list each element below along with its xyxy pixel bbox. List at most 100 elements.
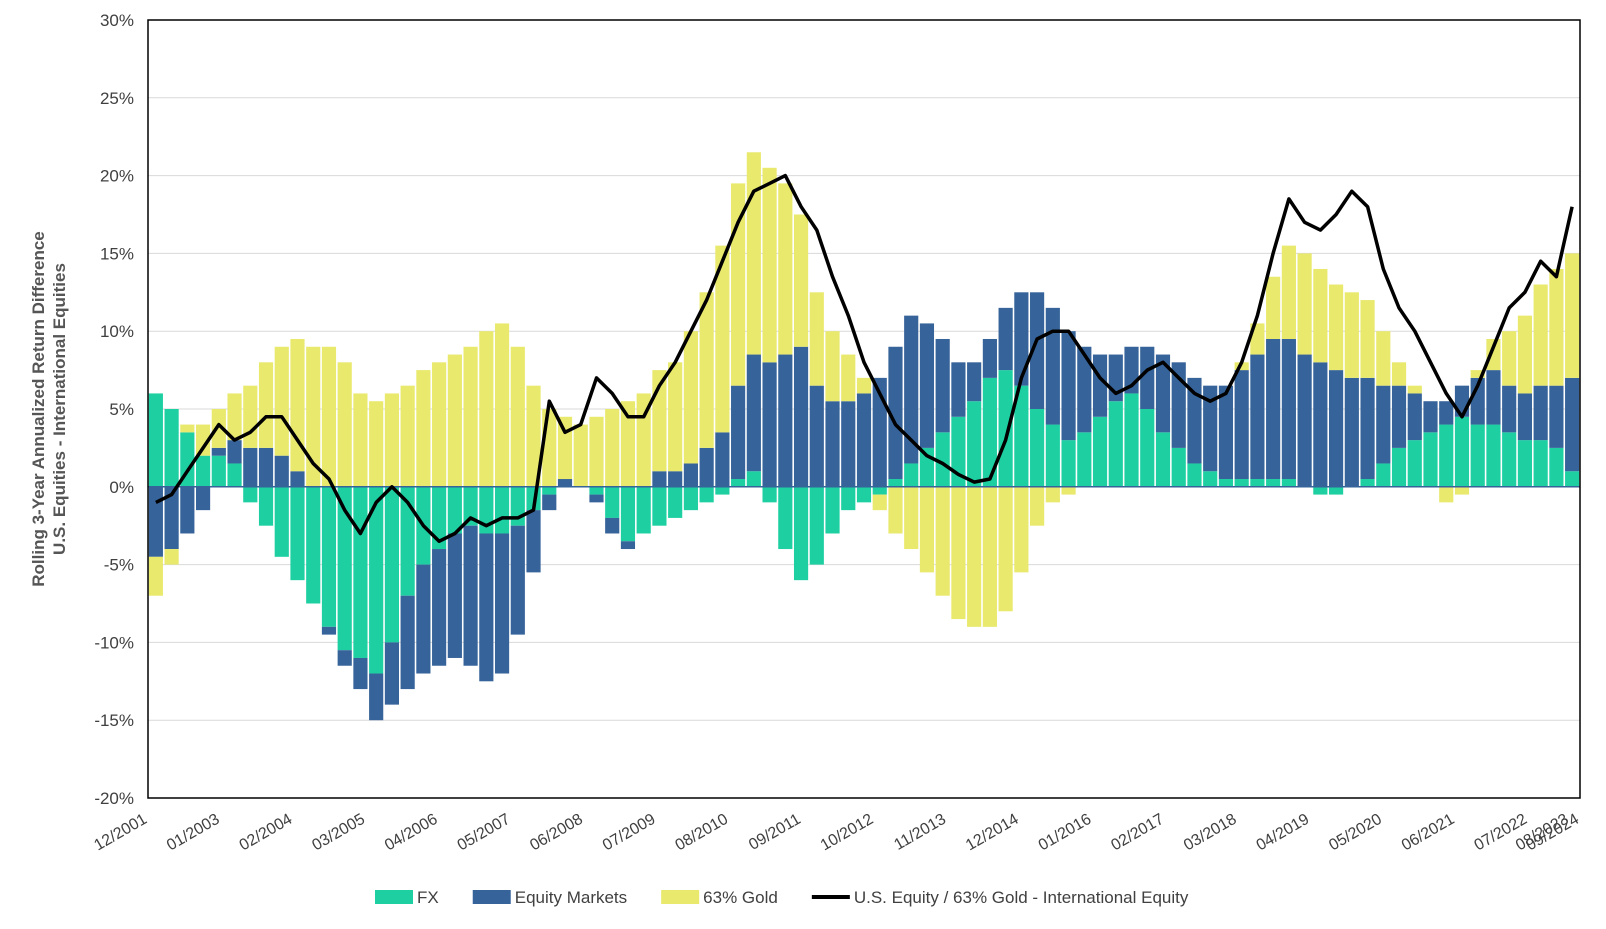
x-tick-label: 01/2003 <box>164 811 223 855</box>
bar-equity-markets <box>919 323 935 448</box>
bar-equity-markets <box>180 486 195 534</box>
bar-equity-markets <box>1360 377 1375 480</box>
bar-equity-markets <box>416 564 431 674</box>
bar-fx <box>180 432 195 487</box>
bar-63-gold <box>841 354 856 402</box>
bar-equity-markets <box>683 463 698 487</box>
bar-equity-markets <box>1045 307 1060 425</box>
bar-fx <box>1281 479 1296 487</box>
bar-fx <box>841 486 856 511</box>
bar-equity-markets <box>211 447 226 456</box>
legend-swatch <box>661 890 700 904</box>
bar-equity-markets <box>400 595 415 690</box>
bar-63-gold <box>888 486 903 534</box>
bar-63-gold <box>1549 268 1564 386</box>
bar-fx <box>1423 432 1438 487</box>
bar-fx <box>1391 447 1407 487</box>
bar-63-gold <box>258 362 274 448</box>
bar-equity-markets <box>384 642 399 705</box>
bar-fx <box>715 486 730 495</box>
bar-63-gold <box>1502 331 1517 386</box>
bar-equity-markets <box>321 626 337 635</box>
bar-equity-markets <box>432 549 447 666</box>
bar-equity-markets <box>494 533 510 674</box>
line-series <box>155 173 1574 544</box>
bar-equity-markets <box>872 377 887 487</box>
bar-63-gold <box>1266 276 1281 339</box>
bar-fx <box>1439 424 1454 487</box>
bar-equity-markets <box>1329 370 1344 487</box>
bar-fx <box>967 401 982 487</box>
bar-fx <box>1077 432 1092 487</box>
bar-equity-markets <box>1565 377 1580 472</box>
y-tick-label: -5% <box>104 556 134 575</box>
bar-63-gold <box>1533 284 1548 386</box>
bar-63-gold <box>195 424 211 456</box>
bar-63-gold <box>384 393 399 487</box>
bar-63-gold <box>762 167 777 363</box>
bar-63-gold <box>1297 253 1312 355</box>
bar-fx <box>746 471 761 487</box>
bar-63-gold <box>998 486 1013 612</box>
bar-equity-markets <box>479 533 494 682</box>
bar-equity-markets <box>1061 331 1076 441</box>
bar-fx <box>463 486 478 526</box>
x-tick-label: 02/2004 <box>237 811 296 855</box>
bar-equity-markets <box>243 447 258 487</box>
bar-fx <box>1502 432 1517 487</box>
bar-fx <box>1092 416 1108 487</box>
bar-equity-markets <box>1313 362 1328 487</box>
bar-equity-markets <box>227 440 242 464</box>
bar-63-gold <box>809 292 824 386</box>
bar-equity-markets <box>856 393 872 487</box>
bar-equity-markets <box>148 486 163 557</box>
bar-63-gold <box>1344 292 1359 378</box>
bar-equity-markets <box>1502 385 1517 433</box>
bar-equity-markets <box>699 447 714 487</box>
bar-63-gold <box>1376 331 1391 386</box>
bar-fx <box>1266 479 1281 487</box>
bar-63-gold <box>1565 253 1580 378</box>
bar-equity-markets <box>951 362 966 417</box>
bar-fx <box>353 486 368 658</box>
bar-equity-markets <box>888 346 903 480</box>
bar-63-gold <box>872 494 887 511</box>
bar-63-gold <box>227 393 242 441</box>
x-tick-label: 04/2019 <box>1254 811 1313 855</box>
bar-equity-markets <box>1549 385 1564 448</box>
bar-fx <box>1486 424 1501 487</box>
bar-63-gold <box>1014 486 1029 573</box>
bar-63-gold <box>416 370 431 487</box>
bar-equity-markets <box>447 533 462 658</box>
bar-63-gold <box>290 338 305 472</box>
legend-label: FX <box>417 888 439 907</box>
bar-equity-markets <box>620 541 636 550</box>
bar-equity-markets <box>793 346 809 487</box>
bar-fx <box>982 377 997 487</box>
bar-equity-markets <box>715 432 730 487</box>
bar-equity-markets <box>1297 354 1312 487</box>
y-tick-label: 15% <box>100 244 134 263</box>
bar-fx <box>447 486 462 534</box>
bar-fx <box>683 486 698 511</box>
bar-63-gold <box>825 331 840 402</box>
bar-fx <box>1108 401 1123 487</box>
y-tick-label: -10% <box>94 633 134 652</box>
bar-63-gold <box>967 486 982 627</box>
bar-63-gold <box>668 362 683 472</box>
y-tick-label: 25% <box>100 89 134 108</box>
bar-63-gold <box>589 416 604 487</box>
bar-fx <box>856 486 872 503</box>
bar-equity-markets <box>1533 385 1548 441</box>
bar-fx <box>369 486 384 674</box>
plot-area-frame <box>147 19 1581 799</box>
bar-equity-markets <box>825 401 840 487</box>
bar-equity-markets <box>1407 393 1422 441</box>
bar-63-gold <box>1313 268 1328 363</box>
x-tick-label: 11/2013 <box>891 811 949 854</box>
bar-63-gold <box>1281 245 1296 339</box>
y-tick-label: -15% <box>94 711 134 730</box>
bar-fx <box>1470 424 1485 487</box>
bar-equity-markets <box>353 657 368 690</box>
bar-63-gold <box>369 401 384 487</box>
